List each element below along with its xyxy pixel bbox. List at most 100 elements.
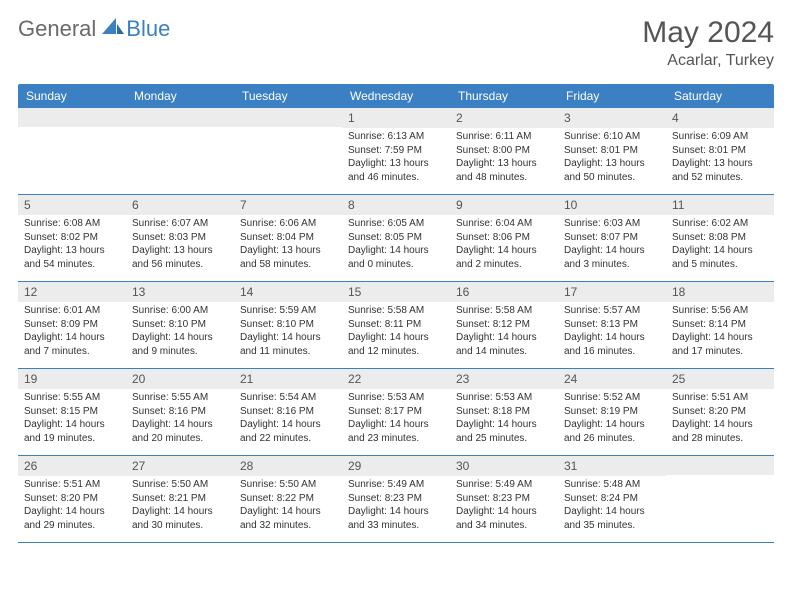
sunset-text: Sunset: 8:11 PM: [348, 318, 444, 332]
cell-body: Sunrise: 6:11 AMSunset: 8:00 PMDaylight:…: [450, 128, 558, 190]
calendar-cell: 10Sunrise: 6:03 AMSunset: 8:07 PMDayligh…: [558, 195, 666, 281]
day-header-sunday: Sunday: [18, 84, 126, 108]
cell-body: Sunrise: 6:01 AMSunset: 8:09 PMDaylight:…: [18, 302, 126, 364]
cell-body: Sunrise: 5:56 AMSunset: 8:14 PMDaylight:…: [666, 302, 774, 364]
calendar-week: 12Sunrise: 6:01 AMSunset: 8:09 PMDayligh…: [18, 282, 774, 369]
sunrise-text: Sunrise: 5:58 AM: [456, 304, 552, 318]
cell-body: Sunrise: 5:58 AMSunset: 8:11 PMDaylight:…: [342, 302, 450, 364]
cell-body: Sunrise: 6:00 AMSunset: 8:10 PMDaylight:…: [126, 302, 234, 364]
daylight-text: and 25 minutes.: [456, 432, 552, 446]
calendar-week: 5Sunrise: 6:08 AMSunset: 8:02 PMDaylight…: [18, 195, 774, 282]
daylight-text: Daylight: 14 hours: [456, 418, 552, 432]
daylight-text: Daylight: 14 hours: [132, 418, 228, 432]
calendar-cell: [234, 108, 342, 194]
sunrise-text: Sunrise: 5:49 AM: [456, 478, 552, 492]
day-number: [18, 108, 126, 127]
calendar-cell: 16Sunrise: 5:58 AMSunset: 8:12 PMDayligh…: [450, 282, 558, 368]
day-header-row: Sunday Monday Tuesday Wednesday Thursday…: [18, 84, 774, 108]
calendar-cell: 13Sunrise: 6:00 AMSunset: 8:10 PMDayligh…: [126, 282, 234, 368]
sunset-text: Sunset: 8:16 PM: [240, 405, 336, 419]
sunset-text: Sunset: 8:01 PM: [672, 144, 768, 158]
calendar-cell: 30Sunrise: 5:49 AMSunset: 8:23 PMDayligh…: [450, 456, 558, 542]
location: Acarlar, Turkey: [642, 52, 774, 70]
sunset-text: Sunset: 8:12 PM: [456, 318, 552, 332]
sunrise-text: Sunrise: 5:58 AM: [348, 304, 444, 318]
day-number: 16: [450, 282, 558, 302]
sunrise-text: Sunrise: 5:55 AM: [24, 391, 120, 405]
sunset-text: Sunset: 8:09 PM: [24, 318, 120, 332]
sunset-text: Sunset: 8:02 PM: [24, 231, 120, 245]
cell-body: Sunrise: 5:51 AMSunset: 8:20 PMDaylight:…: [18, 476, 126, 538]
day-header-monday: Monday: [126, 84, 234, 108]
daylight-text: Daylight: 13 hours: [672, 157, 768, 171]
sunset-text: Sunset: 8:16 PM: [132, 405, 228, 419]
daylight-text: and 22 minutes.: [240, 432, 336, 446]
day-number: 26: [18, 456, 126, 476]
daylight-text: and 16 minutes.: [564, 345, 660, 359]
sunset-text: Sunset: 8:04 PM: [240, 231, 336, 245]
sunrise-text: Sunrise: 6:02 AM: [672, 217, 768, 231]
daylight-text: Daylight: 13 hours: [456, 157, 552, 171]
sunrise-text: Sunrise: 6:13 AM: [348, 130, 444, 144]
sunrise-text: Sunrise: 5:50 AM: [240, 478, 336, 492]
day-header-thursday: Thursday: [450, 84, 558, 108]
calendar-cell: 12Sunrise: 6:01 AMSunset: 8:09 PMDayligh…: [18, 282, 126, 368]
calendar-cell: 14Sunrise: 5:59 AMSunset: 8:10 PMDayligh…: [234, 282, 342, 368]
brand-blue: Blue: [126, 16, 170, 42]
sunrise-text: Sunrise: 5:57 AM: [564, 304, 660, 318]
day-number: 17: [558, 282, 666, 302]
calendar-cell: 25Sunrise: 5:51 AMSunset: 8:20 PMDayligh…: [666, 369, 774, 455]
day-number: 11: [666, 195, 774, 215]
sunset-text: Sunset: 8:15 PM: [24, 405, 120, 419]
day-number: [126, 108, 234, 127]
sunset-text: Sunset: 7:59 PM: [348, 144, 444, 158]
sunrise-text: Sunrise: 6:09 AM: [672, 130, 768, 144]
day-number: 22: [342, 369, 450, 389]
calendar-cell: 20Sunrise: 5:55 AMSunset: 8:16 PMDayligh…: [126, 369, 234, 455]
sunset-text: Sunset: 8:07 PM: [564, 231, 660, 245]
daylight-text: and 35 minutes.: [564, 519, 660, 533]
calendar-cell: 28Sunrise: 5:50 AMSunset: 8:22 PMDayligh…: [234, 456, 342, 542]
daylight-text: and 50 minutes.: [564, 171, 660, 185]
sunset-text: Sunset: 8:18 PM: [456, 405, 552, 419]
cell-body: Sunrise: 6:10 AMSunset: 8:01 PMDaylight:…: [558, 128, 666, 190]
cell-body: Sunrise: 5:50 AMSunset: 8:22 PMDaylight:…: [234, 476, 342, 538]
cell-body: Sunrise: 5:49 AMSunset: 8:23 PMDaylight:…: [450, 476, 558, 538]
calendar-cell: 27Sunrise: 5:50 AMSunset: 8:21 PMDayligh…: [126, 456, 234, 542]
sunset-text: Sunset: 8:14 PM: [672, 318, 768, 332]
daylight-text: Daylight: 14 hours: [456, 331, 552, 345]
cell-body: Sunrise: 5:58 AMSunset: 8:12 PMDaylight:…: [450, 302, 558, 364]
day-number: [666, 456, 774, 475]
sunset-text: Sunset: 8:20 PM: [672, 405, 768, 419]
sunset-text: Sunset: 8:20 PM: [24, 492, 120, 506]
brand-logo: General Blue: [18, 16, 170, 42]
daylight-text: Daylight: 14 hours: [348, 331, 444, 345]
calendar-cell: 8Sunrise: 6:05 AMSunset: 8:05 PMDaylight…: [342, 195, 450, 281]
cell-body: Sunrise: 5:51 AMSunset: 8:20 PMDaylight:…: [666, 389, 774, 451]
calendar-cell: 15Sunrise: 5:58 AMSunset: 8:11 PMDayligh…: [342, 282, 450, 368]
daylight-text: Daylight: 14 hours: [348, 418, 444, 432]
daylight-text: and 58 minutes.: [240, 258, 336, 272]
sunrise-text: Sunrise: 5:56 AM: [672, 304, 768, 318]
day-number: 29: [342, 456, 450, 476]
day-number: 30: [450, 456, 558, 476]
daylight-text: and 17 minutes.: [672, 345, 768, 359]
daylight-text: Daylight: 14 hours: [132, 331, 228, 345]
day-header-friday: Friday: [558, 84, 666, 108]
daylight-text: Daylight: 14 hours: [564, 331, 660, 345]
day-number: 25: [666, 369, 774, 389]
day-number: 1: [342, 108, 450, 128]
month-title: May 2024: [642, 16, 774, 50]
sunrise-text: Sunrise: 5:53 AM: [456, 391, 552, 405]
daylight-text: and 0 minutes.: [348, 258, 444, 272]
cell-body: Sunrise: 5:55 AMSunset: 8:15 PMDaylight:…: [18, 389, 126, 451]
day-number: 15: [342, 282, 450, 302]
sunrise-text: Sunrise: 6:00 AM: [132, 304, 228, 318]
sunset-text: Sunset: 8:21 PM: [132, 492, 228, 506]
calendar-cell: 18Sunrise: 5:56 AMSunset: 8:14 PMDayligh…: [666, 282, 774, 368]
sunset-text: Sunset: 8:01 PM: [564, 144, 660, 158]
day-number: 8: [342, 195, 450, 215]
sunrise-text: Sunrise: 5:59 AM: [240, 304, 336, 318]
calendar: Sunday Monday Tuesday Wednesday Thursday…: [18, 84, 774, 543]
sunrise-text: Sunrise: 5:50 AM: [132, 478, 228, 492]
